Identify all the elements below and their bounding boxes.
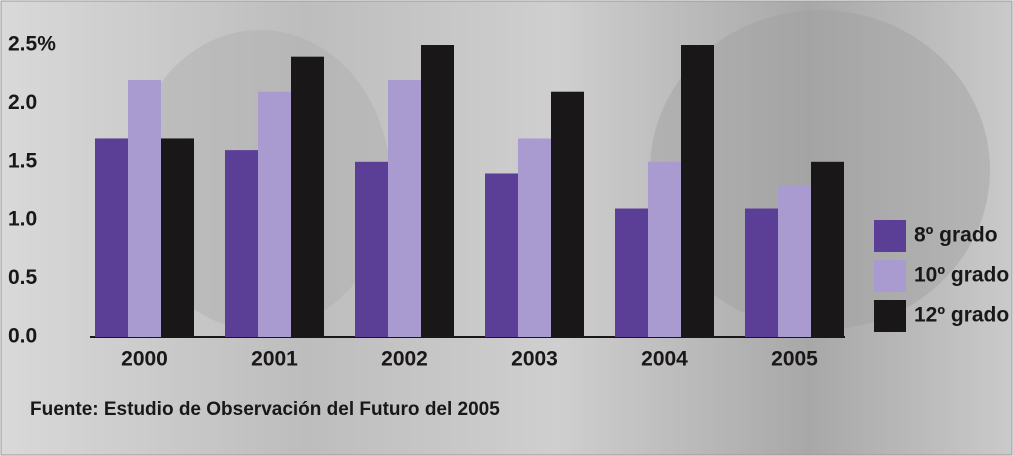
bar: [225, 150, 258, 337]
x-tick-label: 2002: [381, 348, 428, 371]
y-tick-label: 0.5: [8, 266, 38, 289]
legend-swatch: [874, 300, 906, 332]
x-tick-label: 2005: [771, 348, 818, 371]
bar: [161, 138, 194, 337]
bar: [128, 80, 161, 337]
x-tick-label: 2001: [251, 348, 298, 371]
y-tick-label: 2.5%: [8, 33, 56, 56]
bar: [648, 162, 681, 337]
source: Fuente: Estudio de Observación del Futur…: [30, 399, 500, 420]
y-tick-label: 0.0: [8, 325, 37, 348]
bar: [291, 57, 324, 337]
legend-swatch: [874, 260, 906, 292]
bar: [745, 209, 778, 337]
bar: [95, 138, 128, 337]
bar: [388, 80, 421, 337]
bar: [811, 162, 844, 337]
x-tick-label: 2004: [641, 348, 688, 371]
y-tick-label: 2.0: [8, 91, 37, 114]
bar: [778, 185, 811, 337]
x-tick-label: 2000: [121, 348, 168, 371]
x-tick-label: 2003: [511, 348, 558, 371]
bar: [551, 92, 584, 337]
bar: [355, 162, 388, 337]
legend-label: 10º grado: [914, 264, 1009, 287]
chart: Fuente: Estudio de Observación del Futur…: [0, 0, 1013, 456]
y-tick-label: 1.5: [8, 149, 38, 172]
y-tick-label: 1.0: [8, 208, 37, 231]
legend-label: 12º grado: [914, 304, 1009, 327]
bar: [615, 209, 648, 337]
legend-swatch: [874, 220, 906, 252]
bar: [518, 138, 551, 337]
legend-label: 8º grado: [914, 224, 998, 247]
bar: [681, 45, 714, 337]
bar: [421, 45, 454, 337]
bar: [485, 173, 518, 337]
bar: [258, 92, 291, 337]
